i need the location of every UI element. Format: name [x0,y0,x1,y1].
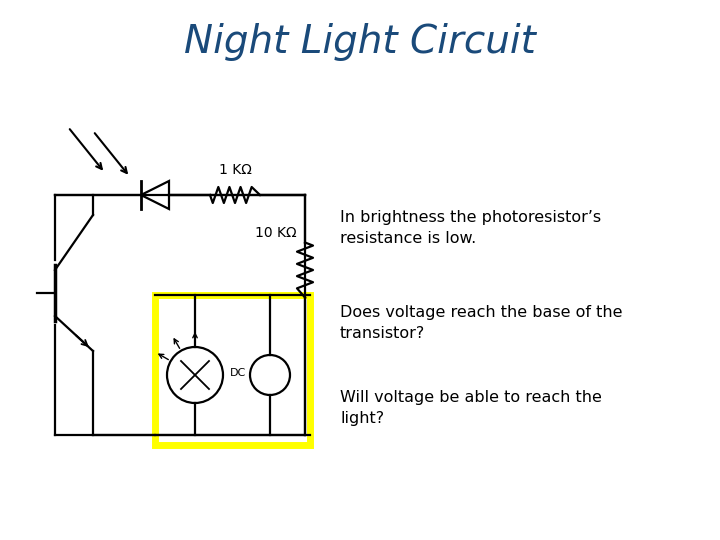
Text: 1 KΩ: 1 KΩ [219,163,251,177]
Bar [155,295,310,445]
Text: Night Light Circuit: Night Light Circuit [184,23,536,61]
Text: 10 KΩ: 10 KΩ [256,226,297,240]
Text: In brightness the photoresistor’s
resistance is low.: In brightness the photoresistor’s resist… [340,210,601,246]
Text: Will voltage be able to reach the
light?: Will voltage be able to reach the light? [340,390,602,426]
Text: Does voltage reach the base of the
transistor?: Does voltage reach the base of the trans… [340,305,623,341]
Text: DC: DC [230,368,246,378]
